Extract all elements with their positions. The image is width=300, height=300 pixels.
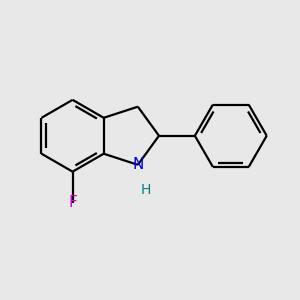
Text: H: H	[141, 182, 151, 197]
Text: F: F	[68, 195, 77, 210]
Text: N: N	[132, 157, 143, 172]
